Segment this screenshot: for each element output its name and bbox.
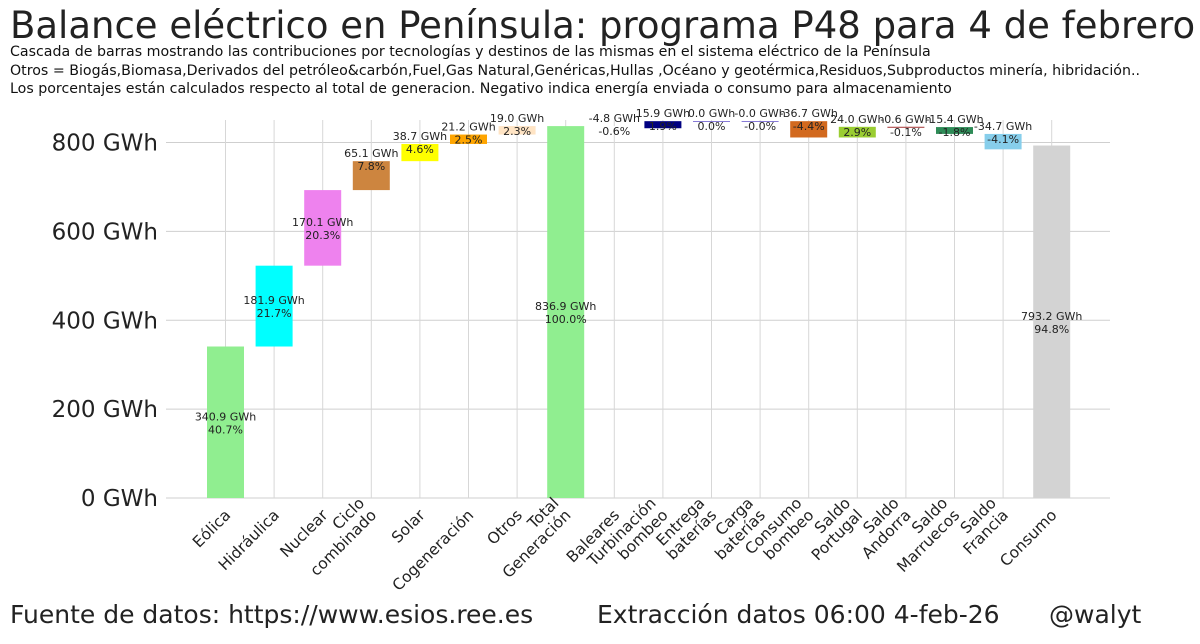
bar-12: [790, 121, 828, 138]
bar-percent-label: 94.8%: [1034, 323, 1069, 336]
y-tick-label: 0 GWh: [81, 486, 158, 512]
bar-percent-label: 2.5%: [455, 134, 483, 147]
bar-14: [887, 126, 925, 128]
bar-value-label: 170.1 GWh: [292, 216, 353, 229]
footer-author: @walyt: [1049, 600, 1142, 629]
y-tick-label: 400 GWh: [52, 308, 158, 334]
bar-percent-label: 40.7%: [208, 423, 243, 436]
y-tick-label: 600 GWh: [52, 219, 158, 245]
bar-1: [255, 265, 293, 347]
bar-9: [644, 121, 682, 129]
bar-value-label: 24.0 GWh: [830, 113, 884, 126]
bar-value-label: -0.6 GWh: [880, 113, 931, 126]
bar-0: [207, 346, 244, 498]
bar-value-label: 340.9 GWh: [195, 410, 256, 423]
bar-10: [693, 121, 730, 122]
bar-value-label: 38.7 GWh: [393, 130, 447, 143]
bar-percent-label: -0.0%: [744, 120, 776, 133]
x-tick-label: Eólica: [189, 506, 234, 551]
chart-subtitle-2: Otros = Biogás,Biomasa,Derivados del pet…: [10, 63, 1140, 79]
bar-value-label: -34.7 GWh: [974, 120, 1032, 133]
bar-percent-label: 4.6%: [406, 143, 434, 156]
bar-11: [741, 121, 779, 122]
chart-subtitle-1: Cascada de barras mostrando las contribu…: [10, 44, 931, 60]
bar-8: [595, 126, 633, 129]
bar-percent-label: 2.3%: [503, 125, 531, 138]
bar-value-label: -0.0 GWh: [734, 107, 785, 120]
footer-source: Fuente de datos: https://www.esios.ree.e…: [10, 600, 534, 629]
bar-5: [450, 134, 487, 144]
bar-3: [352, 161, 390, 191]
bar-17: [1033, 145, 1071, 499]
bar-value-label: -15.4 GWh: [925, 113, 983, 126]
bar-percent-label: 0.0%: [698, 120, 726, 133]
y-tick-label: 200 GWh: [52, 397, 158, 423]
bar-value-label: 21.2 GWh: [441, 121, 495, 134]
x-tick-label: SaldoFrancia: [948, 494, 1012, 558]
bar-value-label: 793.2 GWh: [1021, 310, 1082, 323]
x-tick-label: Solar: [388, 506, 429, 547]
bar-value-label: 65.1 GWh: [344, 147, 398, 160]
bar-percent-label: -0.1%: [890, 126, 922, 139]
bar-15: [936, 127, 973, 134]
bar-percent-label: -0.6%: [598, 125, 630, 138]
bar-percent-label: 21.7%: [257, 307, 292, 320]
bar-percent-label: -4.1%: [987, 133, 1019, 146]
bar-6: [498, 126, 536, 135]
bar-value-label: 181.9 GWh: [243, 294, 304, 307]
bar-percent-label: 100.0%: [545, 313, 587, 326]
bar-value-label: -4.8 GWh: [589, 112, 640, 125]
bar-2: [304, 190, 342, 266]
bar-4: [401, 143, 439, 162]
bar-16: [984, 133, 1022, 150]
chart-subtitle-3: Los porcentajes están calculados respect…: [10, 81, 952, 97]
bar-7: [547, 126, 585, 498]
bar-value-label: -36.7 GWh: [780, 107, 838, 120]
bar-value-label: 0.0 GWh: [688, 107, 735, 120]
bar-percent-label: -4.4%: [793, 120, 825, 133]
x-tick-label: Otros: [484, 506, 526, 548]
x-tick-label: Entregabaterías: [651, 494, 720, 563]
bar-percent-label: -1.8%: [939, 126, 971, 139]
bar-13: [838, 126, 876, 138]
bar-percent-label: 20.3%: [305, 229, 340, 242]
bar-percent-label: 7.8%: [357, 160, 385, 173]
footer-extraction-time: Extracción datos 06:00 4-feb-26: [597, 600, 1000, 629]
y-tick-label: 800 GWh: [52, 131, 158, 157]
bar-value-label: 15.9 GWh: [636, 107, 690, 120]
bar-percent-label: 1.9%: [649, 120, 677, 133]
bar-value-label: 19.0 GWh: [490, 112, 544, 125]
chart-title: Balance eléctrico en Península: programa…: [10, 4, 1196, 47]
bar-percent-label: 2.9%: [843, 126, 871, 139]
bar-value-label: 836.9 GWh: [535, 300, 596, 313]
